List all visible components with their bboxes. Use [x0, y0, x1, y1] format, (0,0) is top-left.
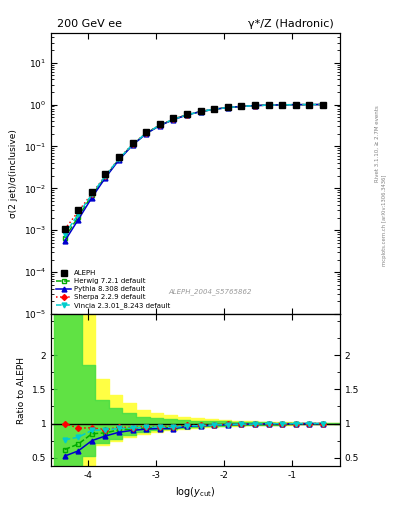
Text: ALEPH_2004_S5765862: ALEPH_2004_S5765862 — [168, 288, 252, 295]
Text: γ*/Z (Hadronic): γ*/Z (Hadronic) — [248, 19, 334, 29]
Y-axis label: σ(2 jet)/σ(inclusive): σ(2 jet)/σ(inclusive) — [9, 129, 18, 218]
X-axis label: log($y_{\rm cut}$): log($y_{\rm cut}$) — [175, 485, 216, 499]
Text: Rivet 3.1.10, ≥ 2.7M events: Rivet 3.1.10, ≥ 2.7M events — [375, 105, 380, 182]
Y-axis label: Ratio to ALEPH: Ratio to ALEPH — [17, 356, 26, 423]
Text: 200 GeV ee: 200 GeV ee — [57, 19, 122, 29]
Text: mcplots.cern.ch [arXiv:1306.3436]: mcplots.cern.ch [arXiv:1306.3436] — [382, 175, 387, 266]
Legend: ALEPH, Herwig 7.2.1 default, Pythia 8.308 default, Sherpa 2.2.9 default, Vincia : ALEPH, Herwig 7.2.1 default, Pythia 8.30… — [55, 269, 172, 311]
